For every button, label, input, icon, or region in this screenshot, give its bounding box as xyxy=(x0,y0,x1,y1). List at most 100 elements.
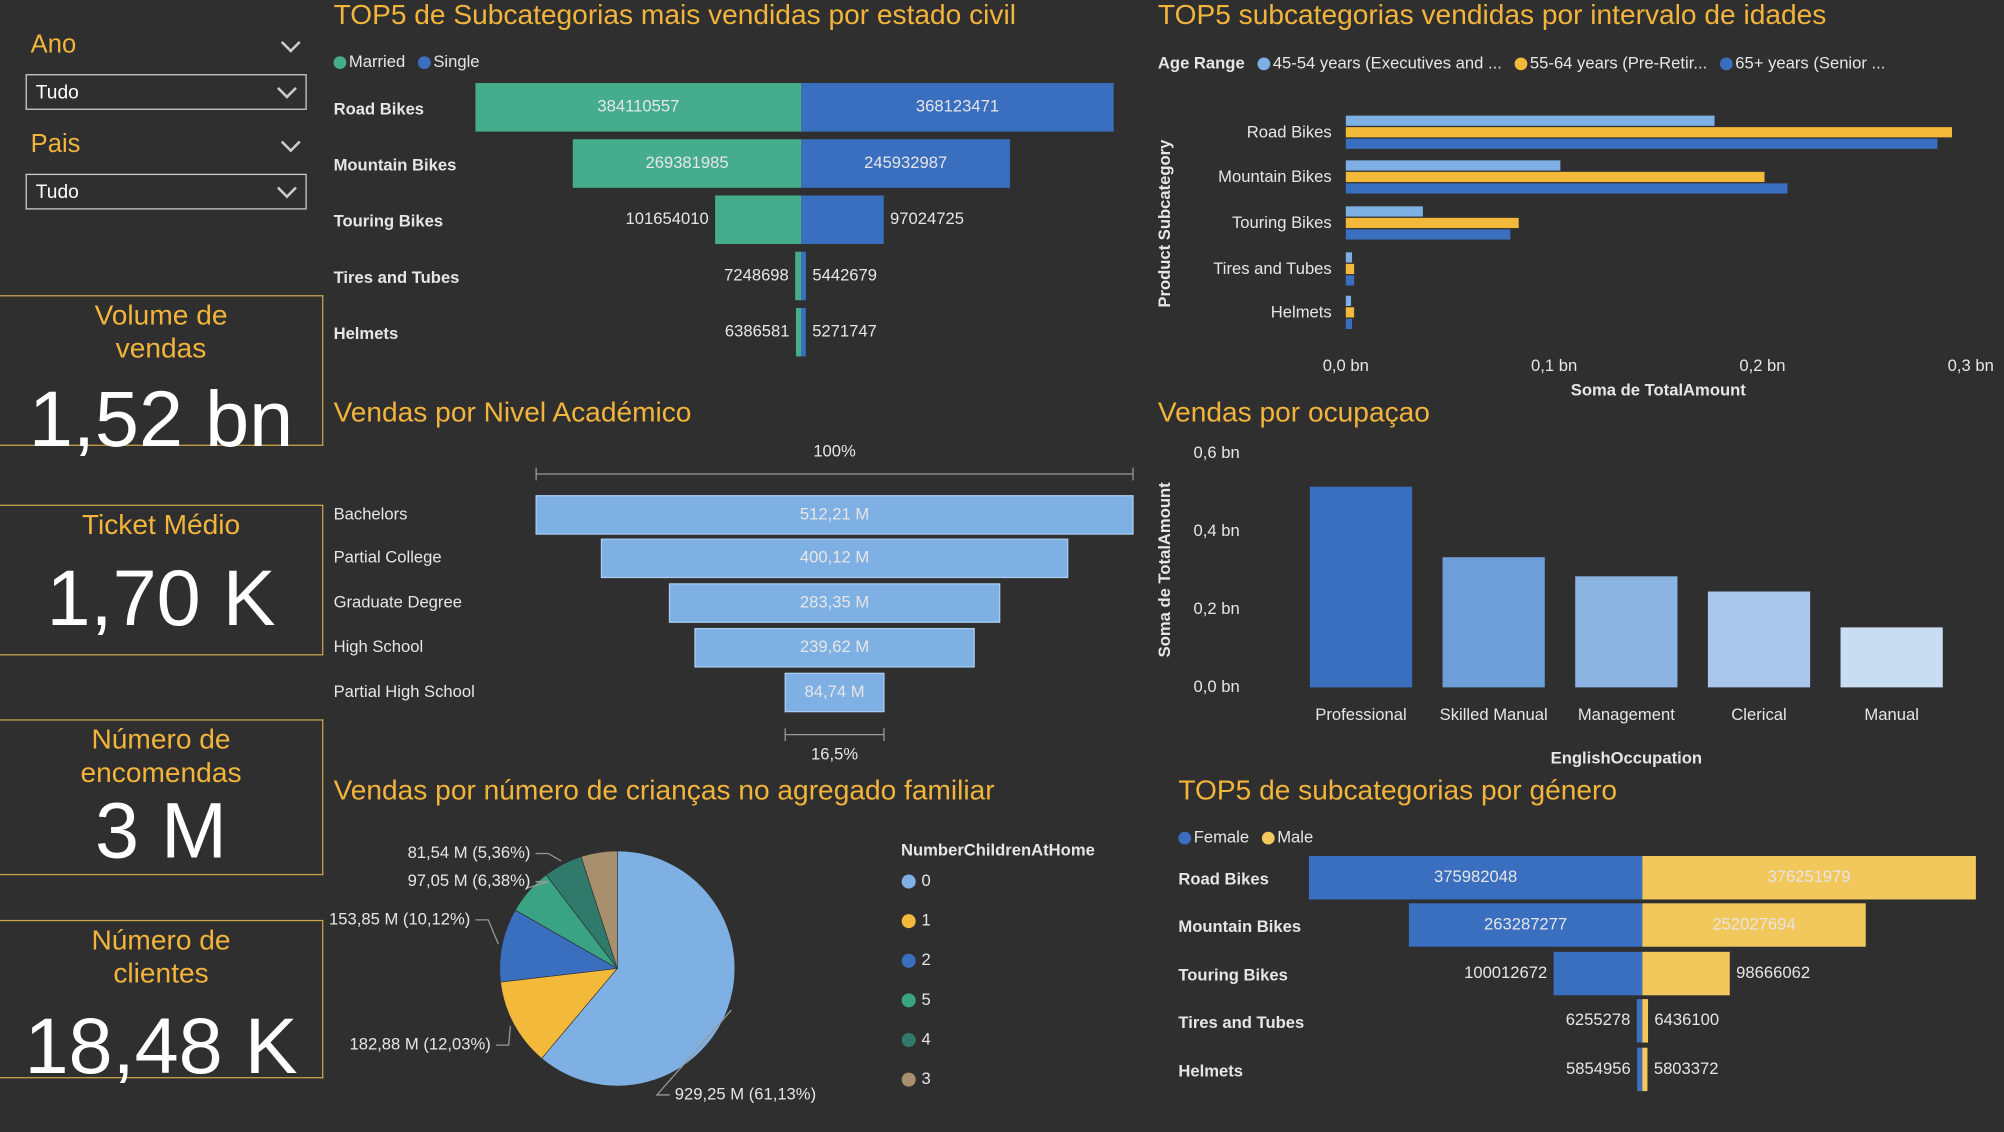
category-label: Touring Bikes xyxy=(1178,966,1288,985)
data-label: 101654010 xyxy=(626,209,709,228)
category-label: Touring Bikes xyxy=(334,212,444,231)
legend-marker xyxy=(901,914,916,929)
leader-line xyxy=(525,880,549,890)
data-label: 929,25 M (61,13%) xyxy=(675,1084,816,1103)
bar xyxy=(1840,627,1943,688)
bar xyxy=(572,139,802,188)
category-label: Touring Bikes xyxy=(1232,213,1332,232)
bar xyxy=(801,307,806,357)
bar xyxy=(1642,999,1649,1043)
bar xyxy=(1642,1047,1648,1092)
data-label: 376251979 xyxy=(1768,867,1851,886)
bar xyxy=(1636,999,1643,1043)
legend-marker xyxy=(1261,831,1275,845)
data-label: 5442679 xyxy=(812,265,877,284)
data-label: 6255278 xyxy=(1566,1010,1631,1029)
x-tick-label: Professional xyxy=(1315,705,1406,724)
category-label: Road Bikes xyxy=(1178,870,1268,889)
bar xyxy=(1642,856,1976,900)
category-label: High School xyxy=(334,637,424,656)
filter-label: Ano xyxy=(30,30,77,59)
data-label: 263287277 xyxy=(1484,914,1567,933)
legend-marker xyxy=(901,1072,916,1087)
bar xyxy=(1345,183,1788,194)
bar xyxy=(1308,856,1643,900)
data-label: 81,54 M (5,36%) xyxy=(408,843,531,862)
funnel-bar xyxy=(784,672,885,713)
kpi-card: Número de clientes 18,48 K xyxy=(0,919,324,1091)
legend-marker xyxy=(1514,57,1528,71)
funnel-bar xyxy=(668,583,1001,623)
category-label: Partial High School xyxy=(334,682,475,701)
data-label: 84,74 M xyxy=(805,682,865,701)
filter-dropdown[interactable]: Tudo xyxy=(25,173,307,210)
kpi-card: Volume de vendas 1,52 bn xyxy=(0,295,324,464)
pie-slice xyxy=(499,909,619,983)
kpi-value: 1,70 K xyxy=(46,554,276,643)
data-label: 283,35 M xyxy=(800,592,869,611)
chart-title: Vendas por número de crianças no agregad… xyxy=(334,775,995,806)
data-label: 100012672 xyxy=(1464,963,1547,982)
legend-label: 0 xyxy=(921,871,930,890)
bar xyxy=(715,195,802,245)
category-label: Partial College xyxy=(334,548,442,567)
bar xyxy=(1345,138,1938,149)
chart-title: TOP5 subcategorias vendidas por interval… xyxy=(1158,0,1826,30)
data-label: 6386581 xyxy=(725,322,790,341)
kpi-value: 1,52 bn xyxy=(28,375,294,464)
pie-slice xyxy=(500,968,619,1059)
legend-label: Male xyxy=(1277,828,1313,847)
kpi-title: Volume de vendas xyxy=(94,298,228,365)
category-label: Graduate Degree xyxy=(334,592,462,611)
bar xyxy=(1345,318,1353,329)
legend-marker xyxy=(1719,57,1733,71)
legend-label: 65+ years (Senior ... xyxy=(1735,53,1885,72)
bar xyxy=(1345,295,1352,306)
y-tick-label: 0,6 bn xyxy=(1194,443,1240,462)
funnel-bar xyxy=(535,495,1134,535)
legend-label: 45-54 years (Executives and ... xyxy=(1273,53,1502,72)
data-label: 245932987 xyxy=(864,153,947,172)
bar xyxy=(801,83,1114,132)
category-label: Mountain Bikes xyxy=(1178,917,1301,936)
funnel-bar xyxy=(600,538,1069,579)
filter-dropdown[interactable]: Tudo xyxy=(25,74,307,110)
data-label: 512,21 M xyxy=(800,504,869,523)
filter-label: Pais xyxy=(30,130,81,159)
y-tick-label: 0,0 bn xyxy=(1194,677,1240,696)
pie-slice xyxy=(541,850,736,1087)
kpi-title: Número de clientes xyxy=(91,923,231,989)
legend-label: Married xyxy=(349,52,405,71)
kpi-value: 18,48 K xyxy=(24,1002,298,1092)
bar xyxy=(1575,576,1678,688)
x-tick-label: 0,2 bn xyxy=(1739,356,1785,375)
data-label: 97,05 M (6,38%) xyxy=(408,871,531,890)
chart-title: Vendas por Nivel Académico xyxy=(334,396,692,427)
bar xyxy=(1642,903,1866,947)
x-tick-label: 0,1 bn xyxy=(1531,356,1577,375)
data-label: 252027694 xyxy=(1712,914,1795,933)
bar xyxy=(1345,206,1423,217)
pie-slice xyxy=(580,850,618,969)
y-tick-label: 0,4 bn xyxy=(1194,521,1240,540)
data-label: 153,85 M (10,12%) xyxy=(329,909,470,928)
bar xyxy=(1345,127,1953,138)
bar xyxy=(795,251,802,301)
data-label: 6436100 xyxy=(1654,1010,1719,1029)
legend-title: Age Range xyxy=(1158,53,1245,72)
category-label: Tires and Tubes xyxy=(334,268,460,287)
bar xyxy=(1707,591,1811,688)
legend-marker xyxy=(418,56,431,69)
data-label: 384110557 xyxy=(597,97,679,116)
category-label: Mountain Bikes xyxy=(334,155,457,174)
bar xyxy=(1553,951,1643,996)
legend-marker xyxy=(901,1032,916,1048)
bar xyxy=(801,139,1011,188)
data-label: 182,88 M (12,03%) xyxy=(349,1035,490,1054)
data-label: 7248698 xyxy=(724,265,789,284)
legend-label: 5 xyxy=(921,990,930,1009)
bar xyxy=(1637,1047,1643,1092)
legend-marker xyxy=(901,874,916,889)
bar xyxy=(801,195,884,245)
